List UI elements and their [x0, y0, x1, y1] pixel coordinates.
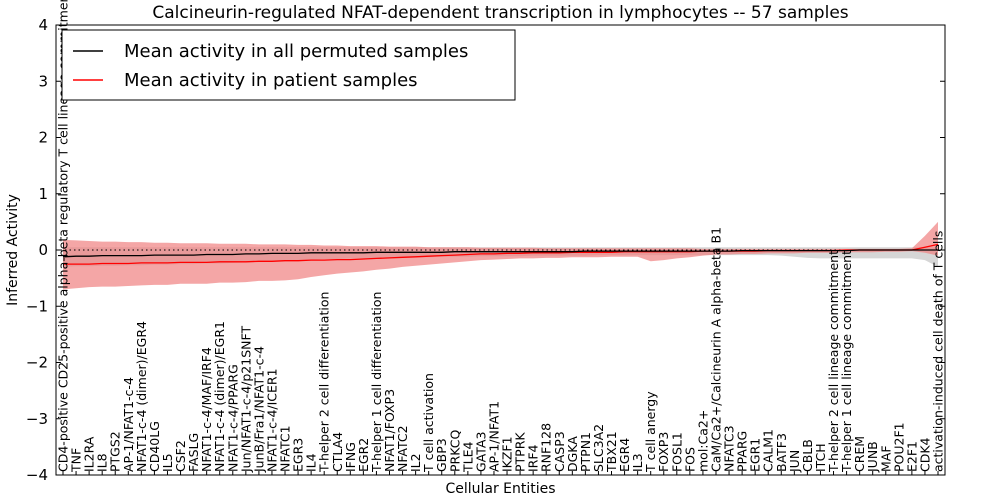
x-tick-label: CALM1 — [761, 429, 776, 472]
x-tick-label: IL5 — [160, 453, 175, 472]
legend-box — [61, 29, 516, 101]
x-tick-label: PTGS2 — [108, 431, 123, 472]
x-tick-label: TLE4 — [460, 442, 475, 473]
x-tick-label: NFAT1-c-4/ICER1 — [264, 368, 279, 472]
x-tick-label: activation-induced cell death of T cells — [931, 231, 946, 472]
chart-title: Calcineurin-regulated NFAT-dependent tra… — [152, 3, 848, 23]
x-tick-label: IL2RA — [82, 436, 97, 472]
x-tick-label: IL4 — [304, 453, 319, 472]
x-tick-label: ITCH — [813, 443, 828, 472]
x-tick-label: CD4-positive CD25-positive alpha-beta re… — [56, 0, 71, 472]
x-tick-label: NFATC1 — [278, 425, 293, 472]
x-tick-label: FOSL1 — [669, 432, 684, 472]
x-tick-label: CASP3 — [552, 431, 567, 472]
confidence-bands — [63, 221, 938, 290]
x-tick-label: NFATC3 — [722, 425, 737, 472]
x-tick-label: FOXP3 — [656, 432, 671, 472]
x-tick-label: JUN — [787, 450, 802, 473]
x-tick-label: CaM/Ca2+/Calcineurin A alpha-beta B1 — [708, 227, 723, 472]
x-tick-label: Jun/NFAT1-c-4/p21SNFT — [238, 326, 253, 473]
x-tick-label: PTPN1 — [578, 432, 593, 472]
x-tick-label: T-helper 1 cell differentiation — [369, 292, 384, 473]
x-tick-label: IL3 — [630, 453, 645, 472]
y-tick-label: 2 — [38, 129, 48, 147]
x-tick-label: JunB/Fra1/NFAT1-c-4 — [251, 346, 266, 473]
legend-label-patient: Mean activity in patient samples — [124, 70, 418, 91]
x-axis-label: Cellular Entities — [445, 481, 555, 497]
series-line-permuted — [62, 249, 938, 258]
x-tick-label: GBP3 — [434, 438, 449, 472]
band-patient — [63, 221, 938, 290]
x-tick-label: T cell anergy — [643, 391, 658, 473]
x-tick-label: NFAT1-c-4 (dimer)/EGR4 — [134, 321, 149, 472]
x-tick-label: NFAT1-c-4/PPARG — [225, 364, 240, 472]
x-tick-label: CD40LG — [147, 421, 162, 472]
x-tick-labels: CD4-positive CD25-positive alpha-beta re… — [56, 0, 946, 475]
x-tick-label: JUNB — [865, 441, 880, 473]
x-tick-label: IKZF1 — [500, 436, 515, 472]
x-tick-label: AP-1/NFAT1 — [486, 401, 501, 472]
x-tick-label: IL2 — [408, 453, 423, 472]
x-tick-label: PPARG — [735, 431, 750, 472]
y-tick-label: 1 — [38, 185, 48, 203]
x-tick-label: IFNG — [343, 442, 358, 472]
x-tick-label: T-helper 2 cell differentiation — [317, 292, 332, 473]
legend: Mean activity in all permuted samples Me… — [61, 29, 516, 101]
y-tick-label: 3 — [38, 72, 48, 90]
x-tick-label: RNF128 — [539, 423, 554, 472]
x-tick-label: CTLA4 — [330, 432, 345, 472]
y-tick-label: −3 — [26, 410, 48, 428]
plot-frame — [55, 24, 946, 476]
x-tick-label: T-helper 2 cell lineage commitment — [826, 250, 841, 473]
x-tick-label: CSF2 — [173, 440, 188, 472]
x-tick-label: mol:Ca2+ — [695, 410, 710, 472]
y-tick-label: −1 — [26, 297, 48, 315]
x-tick-label: EGR4 — [617, 438, 632, 472]
y-tick-label: 0 — [38, 241, 48, 259]
x-tick-label: T-helper 1 cell lineage commitment — [839, 250, 854, 473]
x-tick-label: T cell activation — [421, 373, 436, 473]
x-tick-label: CREM — [852, 436, 867, 472]
legend-label-permuted: Mean activity in all permuted samples — [124, 41, 468, 62]
x-tick-label: IRF4 — [526, 444, 541, 472]
x-tick-label: NFAT1/FOXP3 — [382, 389, 397, 472]
x-tick-label: IL8 — [95, 453, 110, 472]
x-tick-label: GATA3 — [473, 432, 488, 472]
y-tick-label: −2 — [26, 354, 48, 372]
x-tick-label: DGKA — [565, 436, 580, 472]
x-tick-label: POU2F1 — [891, 422, 906, 472]
x-tick-label: SLC3A2 — [591, 424, 606, 472]
x-tick-label: E2F1 — [904, 441, 919, 472]
x-tick-label: EGR2 — [356, 438, 371, 472]
x-tick-label: EGR3 — [291, 438, 306, 472]
x-tick-label: AP-1/NFAT1-c-4 — [121, 377, 136, 472]
series-lines — [62, 243, 939, 265]
x-tick-label: FASLG — [186, 433, 201, 472]
x-tick-label: TNF — [69, 448, 84, 473]
y-axis-label: Inferred Activity — [5, 194, 21, 306]
y-tick-label: −4 — [26, 466, 48, 484]
x-tick-label: CBLB — [800, 439, 815, 472]
x-tick-label: MAF — [878, 445, 893, 472]
x-tick-label: EGR1 — [748, 438, 763, 472]
x-tick-label: BATF3 — [774, 433, 789, 472]
x-tick-label: PTPRK — [513, 432, 528, 472]
y-axis: −4 −3 −2 −1 0 1 2 3 4 — [26, 16, 945, 484]
x-tick-label: NFAT1-c-4 (dimer)/EGR1 — [212, 321, 227, 472]
x-tick-label: PRKCQ — [447, 430, 462, 472]
y-tick-label: 4 — [38, 16, 48, 34]
x-tick-label: TBX21 — [604, 431, 619, 473]
x-tick-label: FOS — [682, 447, 697, 472]
x-tick-label: NFATC2 — [395, 425, 410, 472]
x-tick-label: NFAT1-c-4/MAF/IRF4 — [199, 347, 214, 472]
x-tick-label: CDK4 — [917, 437, 932, 472]
